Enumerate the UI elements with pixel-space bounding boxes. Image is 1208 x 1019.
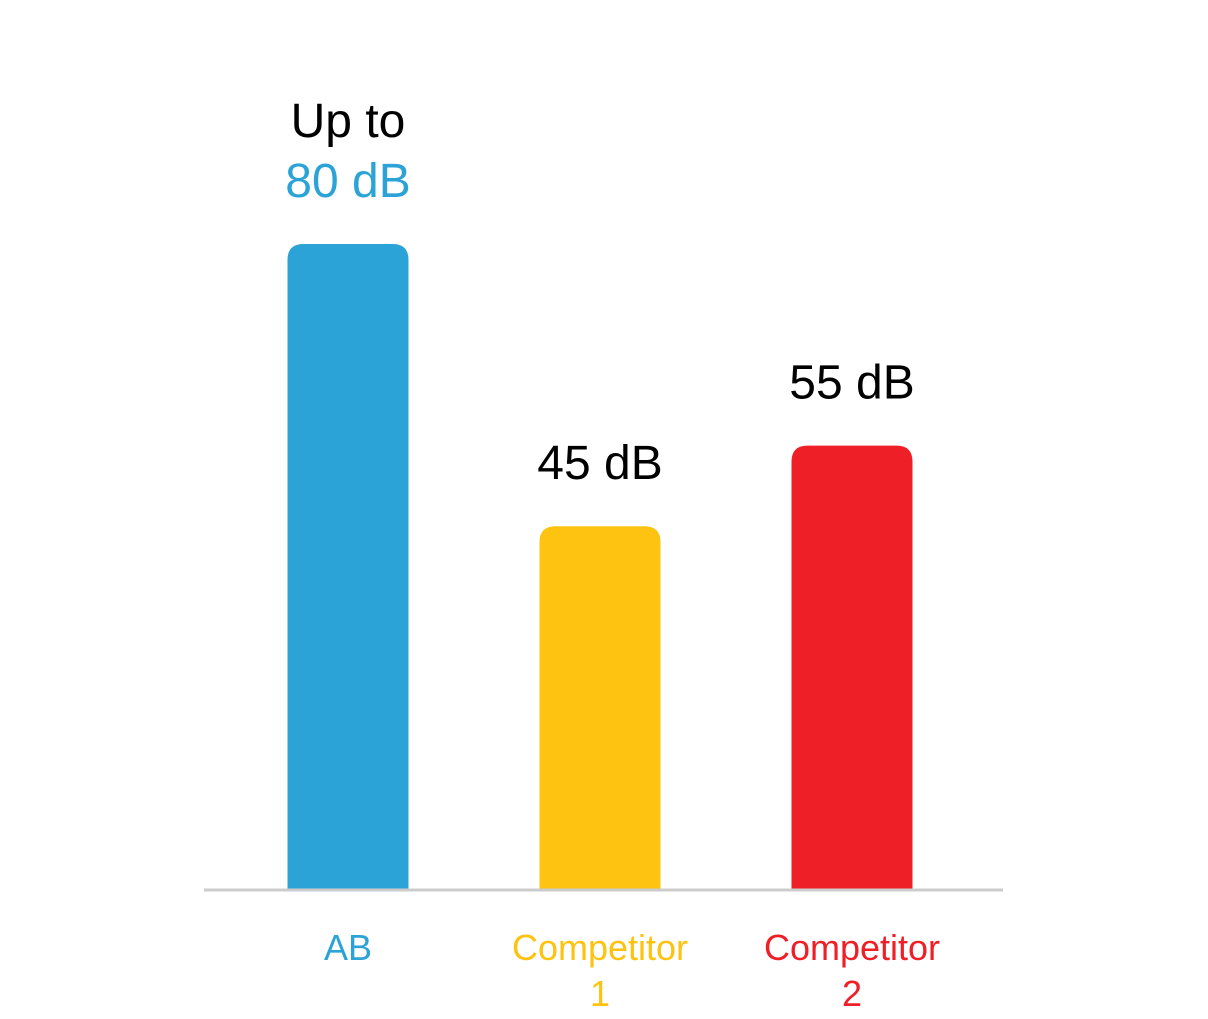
bar-0 xyxy=(287,244,409,889)
value-label-prefix: Up to xyxy=(291,95,406,148)
category-label: 2 xyxy=(842,973,862,1014)
category-label: 1 xyxy=(590,973,610,1014)
category-label: AB xyxy=(324,927,372,968)
bar-2 xyxy=(791,445,913,889)
category-label: Competitor xyxy=(764,927,940,968)
value-label: 45 dB xyxy=(537,437,662,490)
value-label: 80 dB xyxy=(285,155,410,208)
bar-1 xyxy=(539,526,661,889)
category-label: Competitor xyxy=(512,927,688,968)
value-label: 55 dB xyxy=(789,357,914,410)
